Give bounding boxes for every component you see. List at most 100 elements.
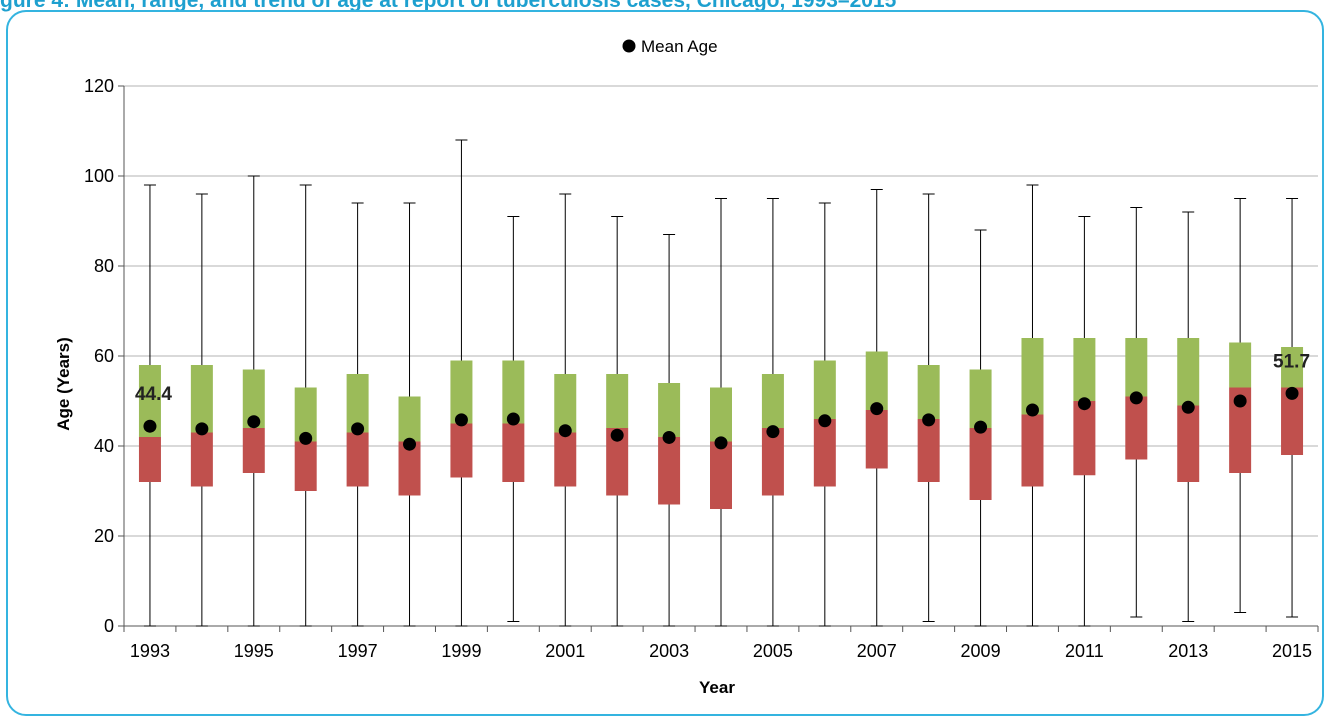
mean-marker bbox=[195, 422, 209, 436]
box-lower bbox=[969, 428, 992, 500]
figure-title: gure 4: Mean, range, and trend of age at… bbox=[0, 0, 897, 12]
x-tick-label: 1993 bbox=[130, 641, 170, 661]
mean-marker bbox=[974, 420, 988, 434]
box-upper bbox=[242, 369, 265, 428]
box-upper bbox=[294, 387, 317, 442]
y-tick-label: 100 bbox=[84, 166, 114, 186]
x-tick-label: 1997 bbox=[338, 641, 378, 661]
box-lower bbox=[190, 432, 213, 487]
legend-label: Mean Age bbox=[641, 37, 718, 56]
box-upper bbox=[658, 383, 681, 437]
box-lower bbox=[138, 437, 161, 482]
x-tick-label: 2015 bbox=[1272, 641, 1312, 661]
box-upper bbox=[813, 360, 836, 419]
x-tick-label: 1999 bbox=[441, 641, 481, 661]
mean-marker bbox=[610, 428, 624, 442]
box-lower bbox=[761, 428, 784, 496]
boxes bbox=[138, 139, 1304, 627]
y-tick-label: 40 bbox=[94, 436, 114, 456]
x-tick-label: 2013 bbox=[1168, 641, 1208, 661]
y-tick-label: 80 bbox=[94, 256, 114, 276]
mean-marker bbox=[143, 419, 157, 433]
x-tick-label: 2009 bbox=[961, 641, 1001, 661]
box-upper bbox=[606, 374, 629, 428]
mean-annotation: 51.7 bbox=[1273, 351, 1310, 372]
box-lower bbox=[1073, 401, 1096, 476]
mean-markers bbox=[143, 386, 1299, 451]
x-tick-label: 2011 bbox=[1065, 641, 1104, 661]
mean-marker bbox=[1129, 391, 1143, 405]
mean-annotation: 44.4 bbox=[135, 384, 172, 405]
box-upper bbox=[969, 369, 992, 428]
box-lower bbox=[865, 410, 888, 469]
box-upper bbox=[398, 396, 421, 442]
box-lower bbox=[398, 441, 421, 496]
chart-frame bbox=[6, 10, 1324, 716]
x-tick-label: 2001 bbox=[545, 641, 585, 661]
box-upper bbox=[865, 351, 888, 410]
box-upper bbox=[1281, 347, 1304, 388]
labels: 0 20 40 60 80 100 120 1993 1995 1997 1999 2001 2003 2… bbox=[84, 76, 1312, 661]
box-upper bbox=[138, 365, 161, 437]
box-lower bbox=[346, 432, 369, 487]
box-upper bbox=[710, 387, 732, 442]
mean-marker bbox=[403, 437, 417, 451]
x-tick-label: 2005 bbox=[753, 641, 793, 661]
box-lower bbox=[242, 428, 265, 473]
x-tick-label: 2007 bbox=[857, 641, 897, 661]
box-upper bbox=[761, 374, 784, 428]
box-lower bbox=[606, 428, 629, 496]
box-lower bbox=[1021, 414, 1044, 487]
box-lower bbox=[1125, 396, 1148, 460]
box-upper bbox=[917, 365, 940, 419]
mean-marker bbox=[1025, 403, 1039, 417]
box-upper bbox=[554, 374, 577, 433]
mean-marker bbox=[766, 425, 780, 439]
box-lower bbox=[1281, 387, 1304, 455]
y-tick-label: 60 bbox=[94, 346, 114, 366]
x-axis-title: Year bbox=[699, 678, 735, 697]
box-lower bbox=[294, 441, 317, 491]
legend: Mean Age bbox=[622, 37, 718, 56]
mean-marker bbox=[1285, 386, 1299, 400]
mean-marker bbox=[1181, 400, 1195, 414]
box-upper bbox=[1021, 338, 1044, 415]
mean-marker bbox=[558, 424, 572, 438]
y-axis-title: Age (Years) bbox=[54, 337, 73, 431]
box-lower bbox=[450, 423, 473, 478]
box-lower bbox=[502, 423, 525, 482]
box-upper bbox=[1125, 338, 1148, 397]
mean-marker bbox=[1077, 397, 1091, 411]
mean-marker bbox=[1233, 394, 1247, 408]
box-upper bbox=[1177, 338, 1200, 406]
mean-marker bbox=[714, 436, 728, 450]
x-tick-label: 1995 bbox=[234, 641, 274, 661]
box-lower bbox=[658, 437, 681, 505]
mean-marker bbox=[922, 413, 936, 427]
legend-mean-marker bbox=[622, 39, 636, 53]
y-tick-label: 0 bbox=[104, 616, 114, 636]
mean-marker bbox=[818, 414, 832, 428]
box-lower bbox=[710, 441, 732, 509]
y-tick-label: 120 bbox=[84, 76, 114, 96]
box-upper bbox=[1073, 338, 1096, 401]
mean-marker bbox=[506, 412, 520, 426]
y-tick-label: 20 bbox=[94, 526, 114, 546]
box-upper bbox=[190, 365, 213, 433]
mean-marker bbox=[870, 402, 884, 416]
box-lower bbox=[1229, 387, 1252, 473]
box-lower bbox=[813, 419, 836, 487]
box-lower bbox=[554, 432, 577, 487]
x-tick-label: 2003 bbox=[649, 641, 689, 661]
box-lower bbox=[917, 419, 940, 482]
mean-marker bbox=[299, 431, 313, 445]
box-upper bbox=[502, 360, 525, 424]
box-upper bbox=[450, 360, 473, 424]
box-upper bbox=[346, 374, 369, 433]
box-lower bbox=[1177, 405, 1200, 482]
mean-marker bbox=[351, 422, 365, 436]
box-upper bbox=[1229, 342, 1252, 388]
mean-marker bbox=[454, 413, 468, 427]
mean-marker bbox=[247, 415, 261, 429]
